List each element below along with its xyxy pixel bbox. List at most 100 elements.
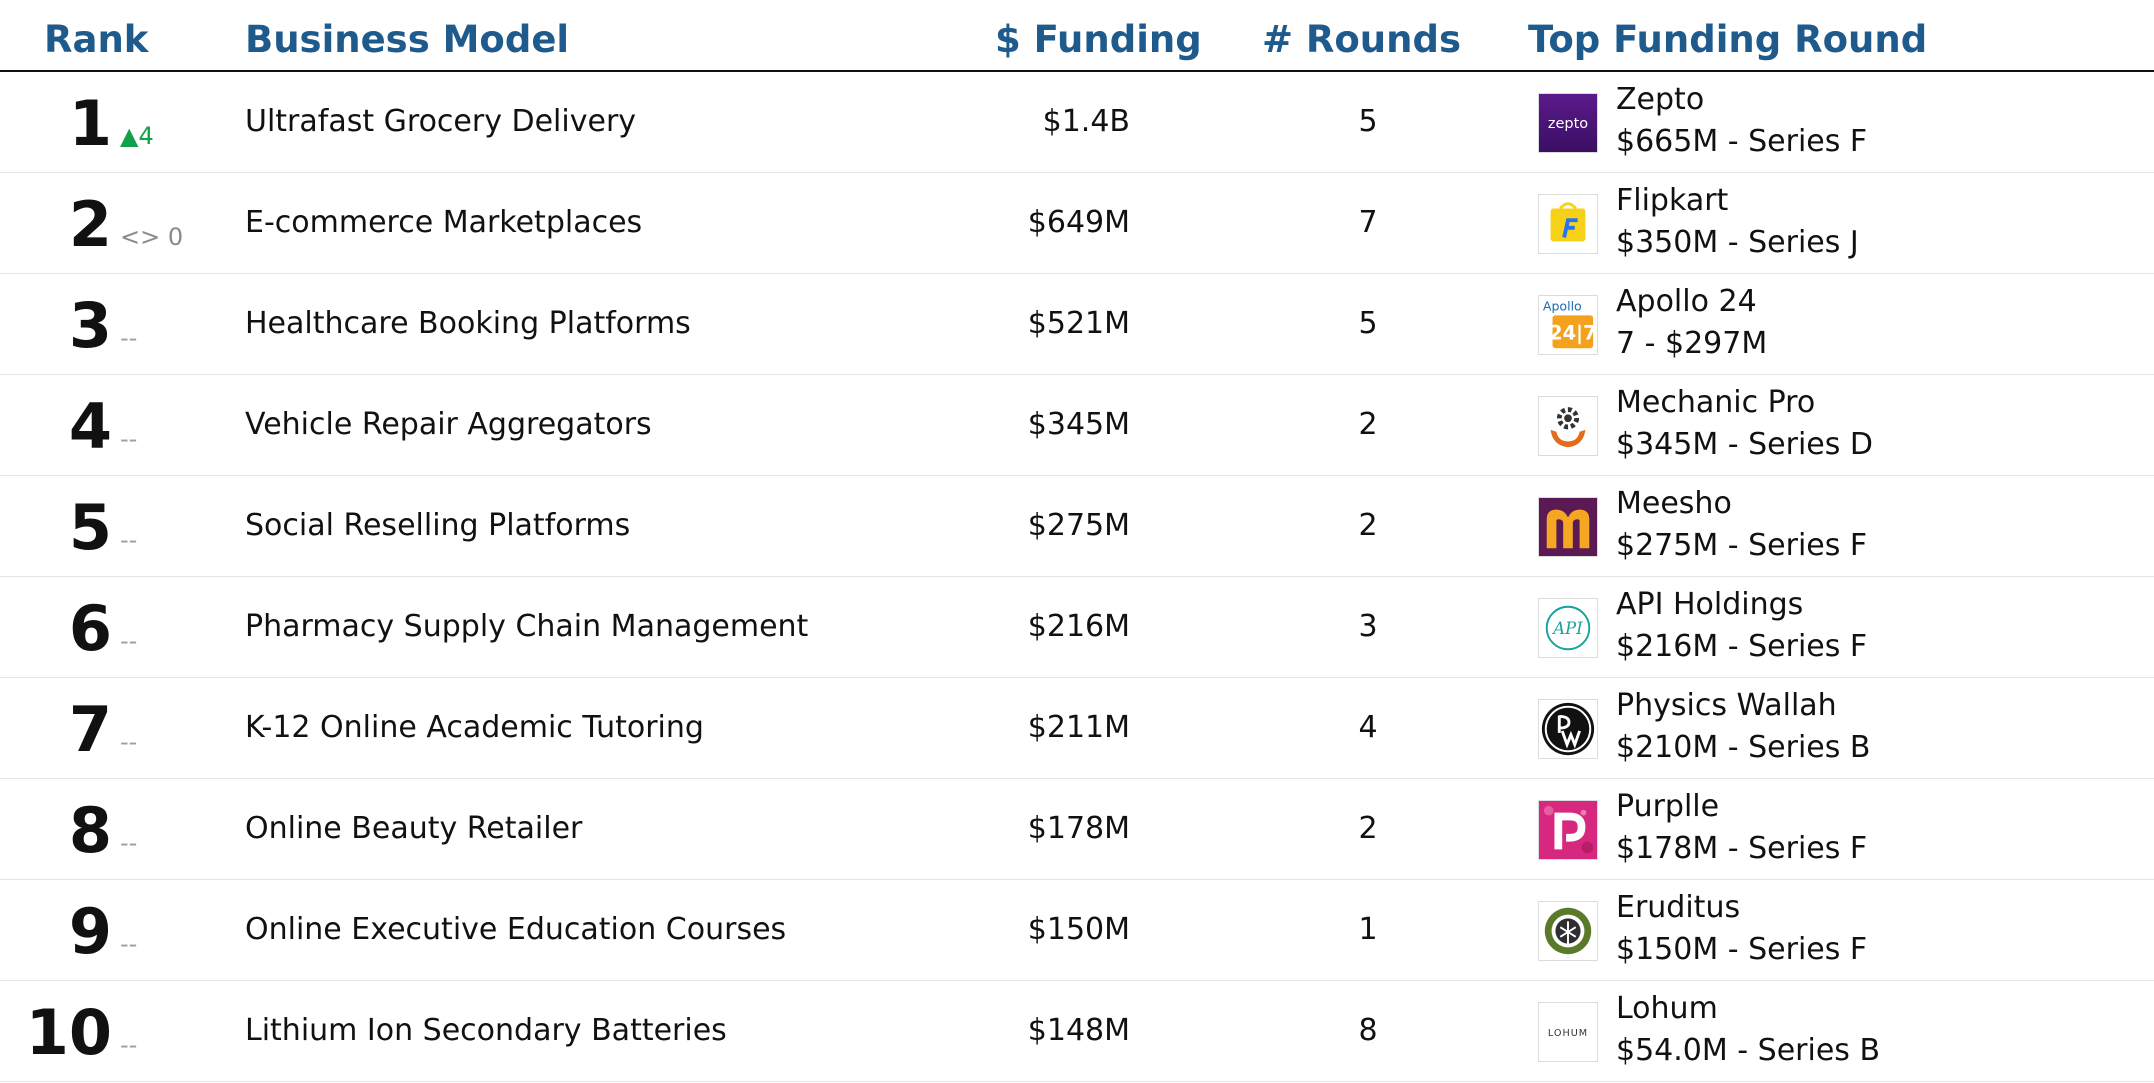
api-holdings-logo-icon: API (1538, 598, 1598, 658)
company-name: Purplle (1616, 789, 1720, 824)
business-model: Ultrafast Grocery Delivery (245, 104, 637, 139)
business-model: Pharmacy Supply Chain Management (245, 609, 809, 644)
header-funding: $ Funding (995, 18, 1202, 61)
header-rounds: # Rounds (1262, 18, 1461, 61)
company-name: Zepto (1616, 82, 1705, 117)
business-model: Online Beauty Retailer (245, 811, 583, 846)
rank-change: -- (120, 728, 138, 756)
table-row: 2 <> 0 E-commerce Marketplaces $649M 7 F… (0, 173, 2154, 274)
business-model: Lithium Ion Secondary Batteries (245, 1013, 727, 1048)
rank-number: 7 (68, 693, 112, 766)
table-row: 10 -- Lithium Ion Secondary Batteries $1… (0, 981, 2154, 1082)
lohum-logo-icon: LOHUM (1538, 1002, 1598, 1062)
physics-wallah-logo-icon (1538, 699, 1598, 759)
company-name: Flipkart (1616, 183, 1729, 218)
meesho-logo-icon (1538, 497, 1598, 557)
top-round-detail: $665M - Series F (1616, 124, 1868, 159)
lohum-logo-text: LOHUM (1548, 1028, 1588, 1039)
apollo-logo-text: Apollo (1543, 299, 1582, 314)
zepto-logo-icon: zepto (1538, 93, 1598, 153)
rounds-count: 2 (1358, 508, 1378, 543)
top-round-detail: $345M - Series D (1616, 427, 1874, 462)
rounds-count: 4 (1358, 710, 1378, 745)
rank-change: -- (120, 425, 138, 453)
rank-change: -- (120, 324, 138, 352)
table-row: 8 -- Online Beauty Retailer $178M 2 Purp… (0, 779, 2154, 880)
business-model: Vehicle Repair Aggregators (245, 407, 652, 442)
table-header: Rank Business Model $ Funding # Rounds T… (0, 0, 2154, 72)
table-row: 5 -- Social Reselling Platforms $275M 2 … (0, 476, 2154, 577)
company-name: Eruditus (1616, 890, 1741, 925)
top-round-detail: $210M - Series B (1616, 730, 1871, 765)
eruditus-logo-icon (1538, 901, 1598, 961)
purplle-logo-icon (1538, 800, 1598, 860)
rounds-count: 2 (1358, 407, 1378, 442)
rank-change: -- (120, 930, 138, 958)
rounds-count: 3 (1358, 609, 1378, 644)
top-round-detail: 7 - $297M (1616, 326, 1768, 361)
header-top-funding-round: Top Funding Round (1528, 18, 1928, 61)
rank-number: 8 (68, 794, 112, 867)
apollo-247-text: 24|7 (1549, 322, 1596, 345)
rank-number: 1 (68, 87, 112, 160)
table-row: 3 -- Healthcare Booking Platforms $521M … (0, 274, 2154, 375)
rank-number: 5 (68, 491, 112, 564)
rounds-count: 1 (1358, 912, 1378, 947)
rank-number: 6 (68, 592, 112, 665)
rank-change: -- (120, 627, 138, 655)
company-name: Apollo 24 (1616, 284, 1757, 319)
funding-amount: $211M (1027, 710, 1130, 745)
funding-amount: $148M (1027, 1013, 1130, 1048)
rounds-count: 5 (1358, 104, 1378, 139)
rounds-count: 8 (1358, 1013, 1378, 1048)
business-model: Social Reselling Platforms (245, 508, 631, 543)
funding-amount: $275M (1027, 508, 1130, 543)
rank-number: 3 (68, 289, 112, 362)
rank-number: 10 (25, 996, 112, 1069)
flipkart-logo-icon (1538, 194, 1598, 254)
company-name: API Holdings (1616, 587, 1804, 622)
zepto-logo-text: zepto (1548, 116, 1588, 132)
rank-number: 4 (68, 390, 112, 463)
header-business-model: Business Model (245, 18, 570, 61)
table-row: 4 -- Vehicle Repair Aggregators $345M 2 … (0, 375, 2154, 476)
rank-change: <> 0 (120, 223, 184, 251)
company-name: Meesho (1616, 486, 1732, 521)
funding-amount: $649M (1027, 205, 1130, 240)
api-logo-text: API (1551, 619, 1583, 638)
rank-change: -- (120, 829, 138, 857)
funding-amount: $216M (1027, 609, 1130, 644)
top-round-detail: $178M - Series F (1616, 831, 1868, 866)
business-model: Online Executive Education Courses (245, 912, 787, 947)
mechanic-pro-logo-icon (1538, 396, 1598, 456)
funding-amount: $521M (1027, 306, 1130, 341)
top-round-detail: $216M - Series F (1616, 629, 1868, 664)
top-round-detail: $275M - Series F (1616, 528, 1868, 563)
rank-change: -- (120, 1031, 138, 1059)
company-name: Lohum (1616, 991, 1718, 1026)
table-row: 7 -- K-12 Online Academic Tutoring $211M… (0, 678, 2154, 779)
business-model: K-12 Online Academic Tutoring (245, 710, 704, 745)
funding-amount: $1.4B (1042, 104, 1130, 139)
rounds-count: 7 (1358, 205, 1378, 240)
funding-amount: $345M (1027, 407, 1130, 442)
rank-change: -- (120, 526, 138, 554)
top-round-detail: $150M - Series F (1616, 932, 1868, 967)
rank-change: ▲4 (120, 122, 154, 150)
apollo-logo-icon: Apollo 24|7 (1538, 295, 1598, 355)
company-name: Mechanic Pro (1616, 385, 1816, 420)
table-row: 6 -- Pharmacy Supply Chain Management $2… (0, 577, 2154, 678)
rank-number: 2 (68, 188, 112, 261)
business-model: E-commerce Marketplaces (245, 205, 643, 240)
table-row: 9 -- Online Executive Education Courses … (0, 880, 2154, 981)
top-round-detail: $54.0M - Series B (1616, 1033, 1881, 1068)
funding-amount: $150M (1027, 912, 1130, 947)
top-round-detail: $350M - Series J (1616, 225, 1859, 260)
table-row: 1 ▲4 Ultrafast Grocery Delivery $1.4B 5 … (0, 72, 2154, 173)
header-rank: Rank (44, 18, 149, 61)
company-name: Physics Wallah (1616, 688, 1837, 723)
rounds-count: 5 (1358, 306, 1378, 341)
business-model: Healthcare Booking Platforms (245, 306, 691, 341)
rounds-count: 2 (1358, 811, 1378, 846)
